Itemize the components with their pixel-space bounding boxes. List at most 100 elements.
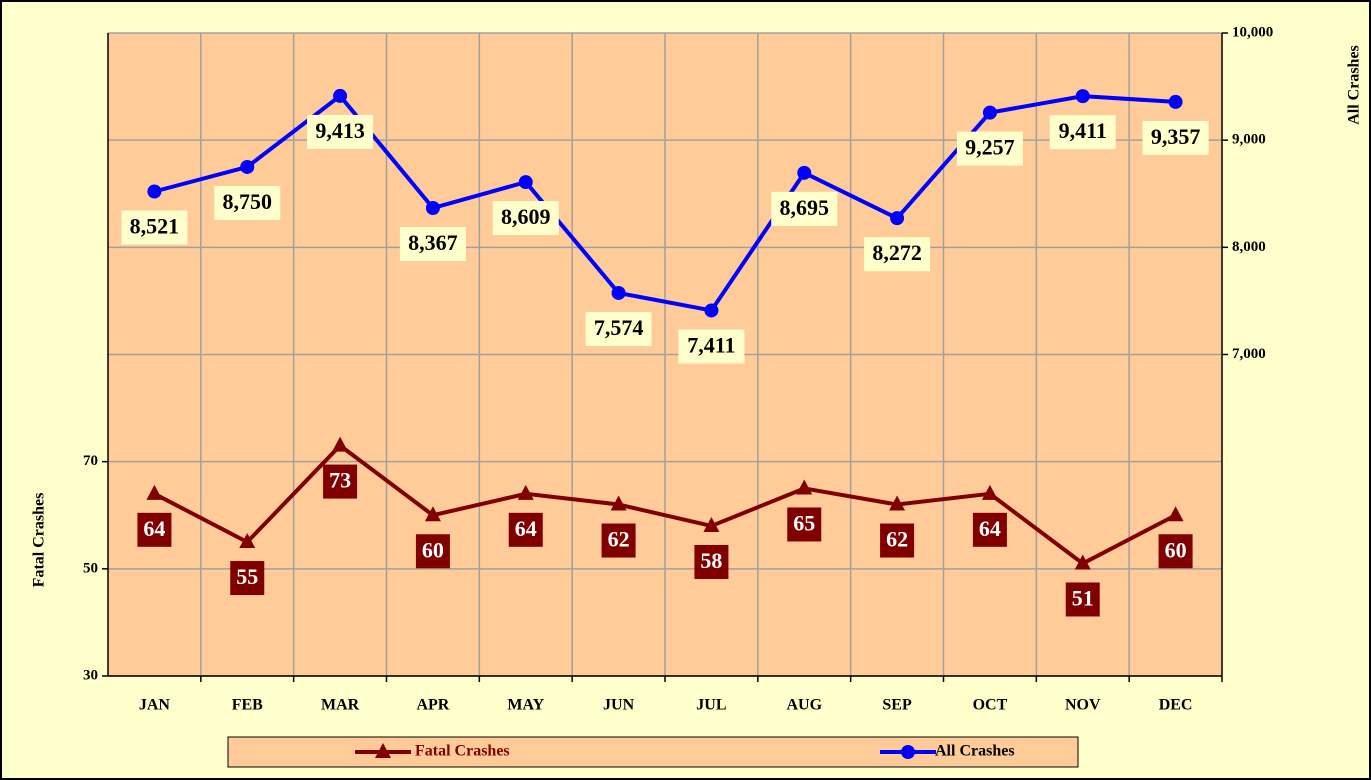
point	[703, 516, 720, 532]
data-label: 58	[700, 548, 722, 573]
data-label-box	[492, 201, 559, 236]
point	[889, 495, 906, 511]
data-label: 62	[608, 527, 630, 552]
data-label-box	[121, 210, 188, 245]
point	[982, 105, 997, 120]
point	[901, 745, 915, 759]
data-label: 60	[422, 537, 444, 562]
point	[239, 533, 256, 549]
y-tick-label: 50	[83, 560, 98, 576]
data-label-box	[137, 512, 172, 547]
point	[796, 479, 813, 495]
data-label-box	[1158, 534, 1193, 569]
data-label-box	[323, 464, 358, 499]
point	[375, 743, 391, 758]
y2-tick-label: 8,000	[1232, 239, 1266, 255]
x-tick-label: SEP	[882, 697, 912, 714]
data-label-box	[585, 311, 652, 346]
data-label-box	[399, 227, 466, 262]
data-label: 55	[236, 564, 258, 589]
point	[797, 165, 812, 180]
point	[1167, 506, 1184, 522]
y2-tick-label: 10,000	[1232, 24, 1273, 40]
marks: 64 55 73 60 64 62 58 65 62 64 51 60 8,521 8,750 9,413 8…	[121, 88, 1209, 617]
data-label: 9,357	[1151, 124, 1201, 149]
x-tick-label: AUG	[786, 697, 822, 714]
point	[517, 484, 534, 500]
y-tick-label: 30	[83, 667, 98, 683]
point	[332, 436, 349, 452]
legend-label: Fatal Crashes	[415, 743, 510, 760]
data-label: 62	[886, 527, 908, 552]
data-label-box	[307, 114, 374, 149]
data-label: 51	[1072, 586, 1094, 611]
data-label-box	[508, 512, 543, 547]
point	[425, 201, 440, 216]
x-tick-label: FEB	[232, 697, 263, 714]
data-label-box	[787, 507, 822, 542]
x-tick-label: MAY	[507, 697, 544, 714]
x-tick-label: DEC	[1159, 697, 1193, 714]
data-label-box	[1049, 115, 1116, 150]
point	[424, 506, 441, 522]
data-label: 64	[515, 516, 537, 541]
y2-axis-title: All Crashes	[1346, 45, 1363, 125]
y-axis-title: Fatal Crashes	[31, 493, 48, 588]
x-tick-label: JUL	[696, 697, 726, 714]
data-label: 9,411	[1059, 118, 1107, 143]
data-label-box	[694, 544, 729, 579]
x-tick-label: NOV	[1065, 697, 1101, 714]
data-label: 9,257	[965, 135, 1015, 160]
x-tick-label: OCT	[973, 697, 1008, 714]
data-label-box	[214, 185, 281, 220]
series-line	[153, 93, 1176, 313]
series-line	[153, 442, 1177, 566]
point	[890, 211, 905, 226]
legend-label: All Crashes	[935, 743, 1015, 760]
data-label: 73	[329, 468, 351, 493]
point	[333, 88, 348, 103]
point	[704, 303, 719, 318]
data-label: 64	[143, 516, 165, 541]
data-label-box	[678, 329, 745, 364]
point	[1074, 554, 1091, 570]
data-label: 8,695	[780, 195, 830, 220]
data-label: 7,574	[594, 315, 644, 340]
y2-tick-label: 7,000	[1232, 346, 1266, 362]
point	[610, 495, 627, 511]
data-label-box	[1065, 582, 1100, 617]
x-tick-label: JUN	[603, 697, 635, 714]
data-label-box	[972, 512, 1007, 547]
x-tick-label: JAN	[139, 697, 171, 714]
grid	[108, 32, 1222, 677]
point	[240, 159, 255, 174]
point	[147, 184, 162, 199]
data-label: 7,411	[687, 333, 735, 358]
data-label-box	[956, 131, 1023, 166]
point	[146, 484, 163, 500]
data-label: 65	[793, 511, 815, 536]
data-label: 60	[1165, 537, 1187, 562]
data-label: 8,750	[223, 189, 273, 214]
y-tick-label: 70	[83, 453, 98, 469]
point	[1075, 89, 1090, 104]
data-label: 9,413	[315, 118, 365, 143]
data-label-box	[601, 523, 636, 558]
data-label-box	[415, 534, 450, 569]
data-label: 64	[979, 516, 1001, 541]
point	[611, 285, 626, 300]
data-label-box	[880, 523, 915, 558]
x-tick-label: MAR	[321, 697, 360, 714]
point	[518, 175, 533, 190]
x-tick-label: APR	[416, 697, 449, 714]
point	[981, 484, 998, 500]
y2-tick-label: 9,000	[1232, 132, 1266, 148]
data-label: 8,609	[501, 204, 551, 229]
data-label-box	[230, 561, 265, 596]
data-label-box	[771, 191, 838, 226]
data-label-box	[864, 237, 931, 272]
data-label: 8,521	[130, 214, 180, 239]
point	[1168, 94, 1183, 109]
